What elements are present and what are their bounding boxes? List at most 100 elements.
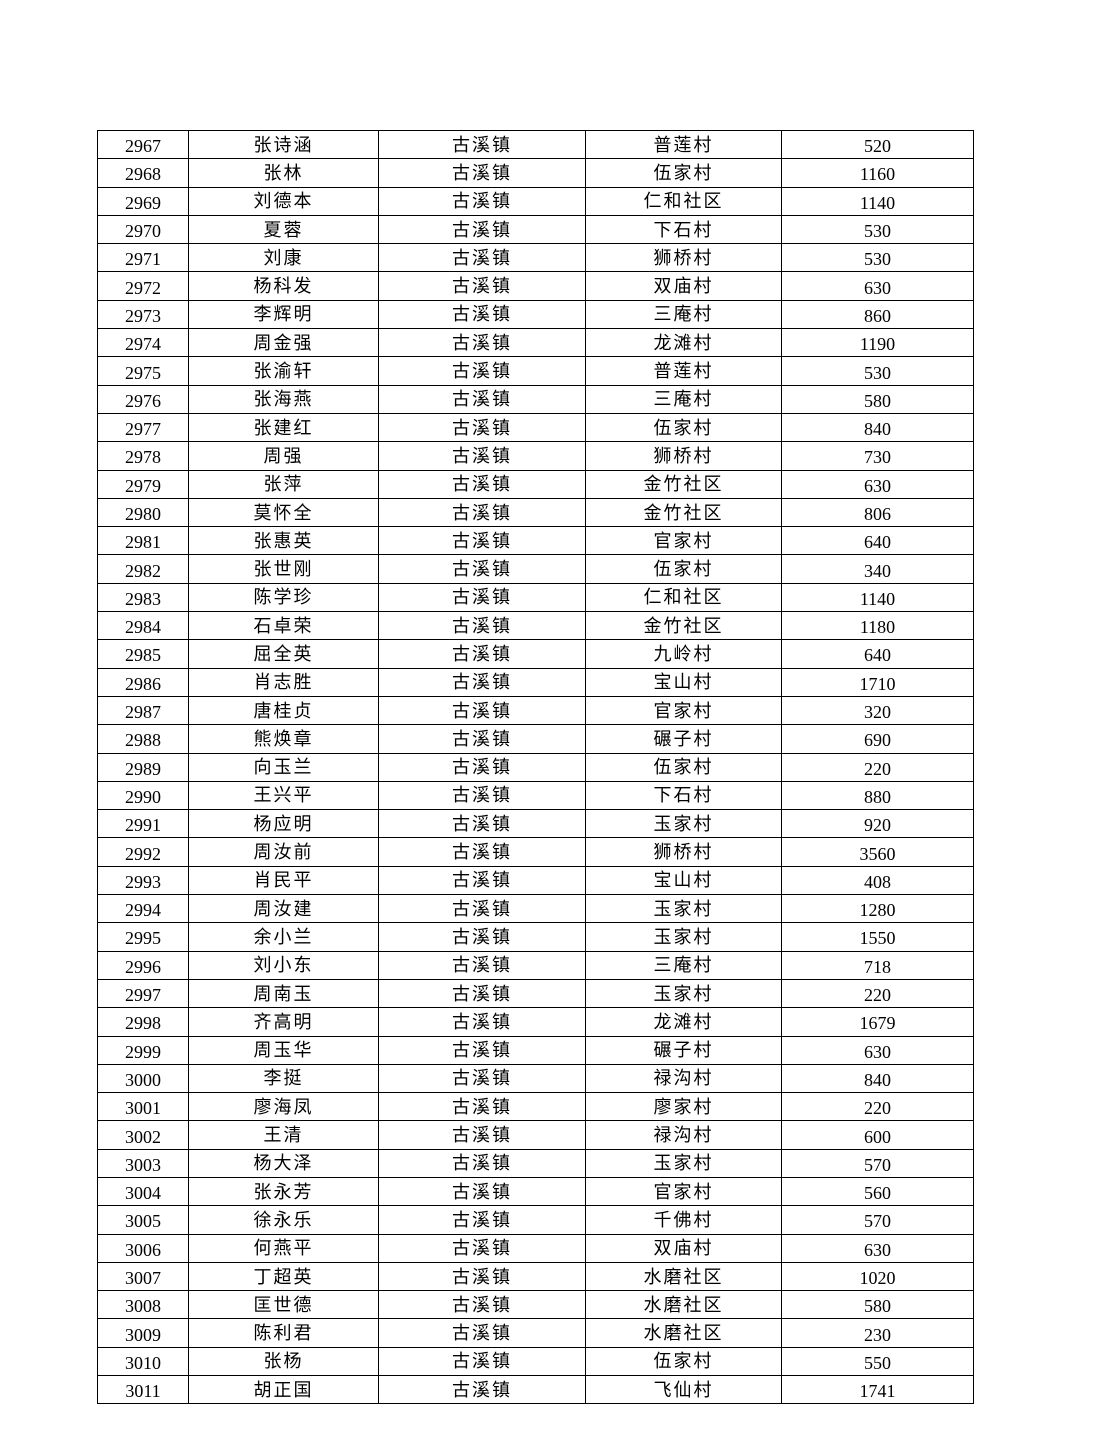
town-cell: 古溪镇 xyxy=(378,894,586,924)
name-cell: 莫怀全 xyxy=(188,497,379,528)
village-cell: 三庵村 xyxy=(585,384,782,414)
index-cell: 3008 xyxy=(97,1290,189,1320)
town-cell: 古溪镇 xyxy=(378,780,586,811)
amount-cell: 1280 xyxy=(781,894,974,924)
table-row: 2980 莫怀全 古溪镇 金竹社区 806 xyxy=(97,497,974,528)
amount-cell: 1160 xyxy=(781,158,974,188)
index-cell: 2979 xyxy=(97,469,189,499)
index-cell: 2981 xyxy=(97,526,189,556)
index-cell: 2999 xyxy=(97,1035,189,1065)
amount-cell: 570 xyxy=(781,1205,974,1235)
table-row: 2968 张林 古溪镇 伍家村 1160 xyxy=(97,158,974,188)
village-cell: 伍家村 xyxy=(585,1346,782,1377)
town-cell: 古溪镇 xyxy=(378,1092,586,1122)
table-row: 2999 周玉华 古溪镇 碾子村 630 xyxy=(97,1035,974,1065)
table-row: 2997 周南玉 古溪镇 玉家村 220 xyxy=(97,978,974,1009)
village-cell: 水磨社区 xyxy=(585,1318,782,1348)
name-cell: 周汝建 xyxy=(188,894,379,924)
index-cell: 3003 xyxy=(97,1148,189,1178)
town-cell: 古溪镇 xyxy=(378,299,586,330)
village-cell: 仁和社区 xyxy=(585,582,782,613)
index-cell: 2993 xyxy=(97,865,189,896)
index-cell: 2968 xyxy=(97,158,189,188)
amount-cell: 530 xyxy=(781,214,974,245)
name-cell: 周南玉 xyxy=(188,978,379,1009)
amount-cell: 1710 xyxy=(781,667,974,697)
index-cell: 2967 xyxy=(97,129,189,160)
index-cell: 2992 xyxy=(97,837,189,867)
index-cell: 3001 xyxy=(97,1092,189,1122)
name-cell: 石卓荣 xyxy=(188,611,379,641)
table-row: 2990 王兴平 古溪镇 下石村 880 xyxy=(97,780,974,811)
table-row: 2983 陈学珍 古溪镇 仁和社区 1140 xyxy=(97,582,974,613)
amount-cell: 530 xyxy=(781,243,974,273)
town-cell: 古溪镇 xyxy=(378,526,586,556)
table-row: 3003 杨大泽 古溪镇 玉家村 570 xyxy=(97,1148,974,1178)
index-cell: 2997 xyxy=(97,978,189,1009)
table-row: 2995 余小兰 古溪镇 玉家村 1550 xyxy=(97,922,974,952)
village-cell: 三庵村 xyxy=(585,299,782,330)
amount-cell: 560 xyxy=(781,1176,974,1207)
town-cell: 古溪镇 xyxy=(378,129,586,160)
amount-cell: 630 xyxy=(781,469,974,499)
amount-cell: 860 xyxy=(781,299,974,330)
village-cell: 狮桥村 xyxy=(585,243,782,273)
index-cell: 3006 xyxy=(97,1233,189,1263)
table-row: 2972 杨科发 古溪镇 双庙村 630 xyxy=(97,271,974,301)
index-cell: 2989 xyxy=(97,752,189,782)
name-cell: 张渝轩 xyxy=(188,356,379,386)
name-cell: 杨大泽 xyxy=(188,1148,379,1178)
amount-cell: 690 xyxy=(781,724,974,754)
village-cell: 玉家村 xyxy=(585,1148,782,1178)
town-cell: 古溪镇 xyxy=(378,724,586,754)
town-cell: 古溪镇 xyxy=(378,611,586,641)
town-cell: 古溪镇 xyxy=(378,214,586,245)
table-row: 3008 匡世德 古溪镇 水磨社区 580 xyxy=(97,1290,974,1320)
table-row: 2993 肖民平 古溪镇 宝山村 408 xyxy=(97,865,974,896)
index-cell: 2991 xyxy=(97,809,189,839)
town-cell: 古溪镇 xyxy=(378,1120,586,1150)
table-row: 2987 唐桂贞 古溪镇 官家村 320 xyxy=(97,695,974,726)
index-cell: 3009 xyxy=(97,1318,189,1348)
village-cell: 狮桥村 xyxy=(585,837,782,867)
amount-cell: 220 xyxy=(781,978,974,1009)
table-row: 2977 张建红 古溪镇 伍家村 840 xyxy=(97,412,974,443)
town-cell: 古溪镇 xyxy=(378,384,586,414)
name-cell: 匡世德 xyxy=(188,1290,379,1320)
amount-cell: 630 xyxy=(781,1233,974,1263)
table-row: 2989 向玉兰 古溪镇 伍家村 220 xyxy=(97,752,974,782)
name-cell: 周金强 xyxy=(188,328,379,358)
town-cell: 古溪镇 xyxy=(378,469,586,499)
town-cell: 古溪镇 xyxy=(378,695,586,726)
town-cell: 古溪镇 xyxy=(378,1176,586,1207)
table-row: 2981 张惠英 古溪镇 官家村 640 xyxy=(97,526,974,556)
table-body: 2967 张诗涵 古溪镇 普莲村 520 2968 张林 古溪镇 伍家村 1160 2969 刘德本古… xyxy=(97,129,974,1405)
name-cell: 张世刚 xyxy=(188,554,379,584)
village-cell: 普莲村 xyxy=(585,129,782,160)
village-cell: 九岭村 xyxy=(585,639,782,669)
village-cell: 玉家村 xyxy=(585,922,782,952)
amount-cell: 840 xyxy=(781,412,974,443)
town-cell: 古溪镇 xyxy=(378,186,586,216)
name-cell: 余小兰 xyxy=(188,922,379,952)
amount-cell: 1550 xyxy=(781,922,974,952)
village-cell: 宝山村 xyxy=(585,667,782,697)
index-cell: 2975 xyxy=(97,356,189,386)
table-row: 3002 王清 古溪镇 禄沟村 600 xyxy=(97,1120,974,1150)
village-cell: 水磨社区 xyxy=(585,1261,782,1292)
village-cell: 飞仙村 xyxy=(585,1375,782,1405)
village-cell: 玉家村 xyxy=(585,978,782,1009)
name-cell: 张永芳 xyxy=(188,1176,379,1207)
name-cell: 周汝前 xyxy=(188,837,379,867)
index-cell: 2996 xyxy=(97,950,189,980)
village-cell: 狮桥村 xyxy=(585,441,782,471)
table-row: 2984 石卓荣 古溪镇 金竹社区 1180 xyxy=(97,611,974,641)
village-cell: 普莲村 xyxy=(585,356,782,386)
name-cell: 刘德本 xyxy=(188,186,379,216)
town-cell: 古溪镇 xyxy=(378,837,586,867)
table-row: 2973 李辉明 古溪镇 三庵村 860 xyxy=(97,299,974,330)
name-cell: 廖海凤 xyxy=(188,1092,379,1122)
table-row: 3009 陈利君 古溪镇 水磨社区 230 xyxy=(97,1318,974,1348)
town-cell: 古溪镇 xyxy=(378,1007,586,1037)
table-row: 2982 张世刚 古溪镇 伍家村 340 xyxy=(97,554,974,584)
